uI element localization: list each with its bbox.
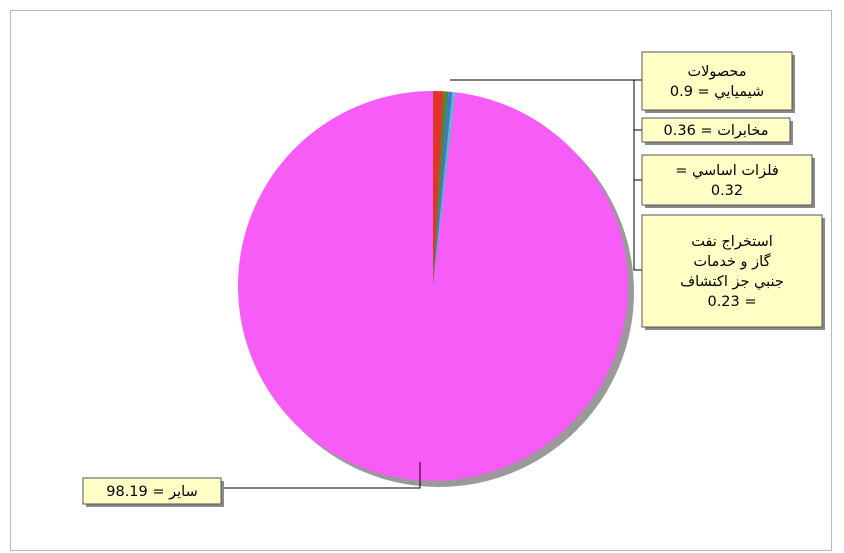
data-label-3-line-2: جنبي جز اكتشاف (680, 274, 784, 290)
data-label-1-line-0: مخابرات = 0.36 (664, 123, 769, 139)
leader-line-4 (221, 462, 421, 489)
pie-slice-3 (433, 91, 456, 286)
data-label-2-line-0: فلزات اساسي = (675, 163, 779, 179)
data-label-3-line-3: = 0.23 (707, 294, 756, 310)
data-label-0-line-0: محصولات (687, 64, 746, 80)
pie-slice-4 (237, 91, 628, 482)
data-label-4-line-0: ساير = 98.19 (106, 484, 198, 500)
leader-line-3 (452, 79, 642, 271)
pie-slice-0 (433, 91, 445, 286)
data-label-box-0 (641, 51, 793, 111)
data-label-3-line-1: گاز و خدمات (694, 253, 771, 270)
pie-slice-2 (433, 91, 453, 286)
data-label-box-1 (641, 117, 791, 143)
data-label-3-line-0: استخراج نفت (691, 234, 773, 251)
data-label-box-2 (641, 154, 813, 206)
pie-slice-1 (433, 91, 449, 286)
data-label-0-line-1: شيميايي = 0.9 (670, 84, 764, 100)
data-label-box-4 (82, 477, 222, 505)
data-label-box-3 (641, 214, 823, 328)
data-label-2-line-1: 0.32 (711, 183, 743, 199)
